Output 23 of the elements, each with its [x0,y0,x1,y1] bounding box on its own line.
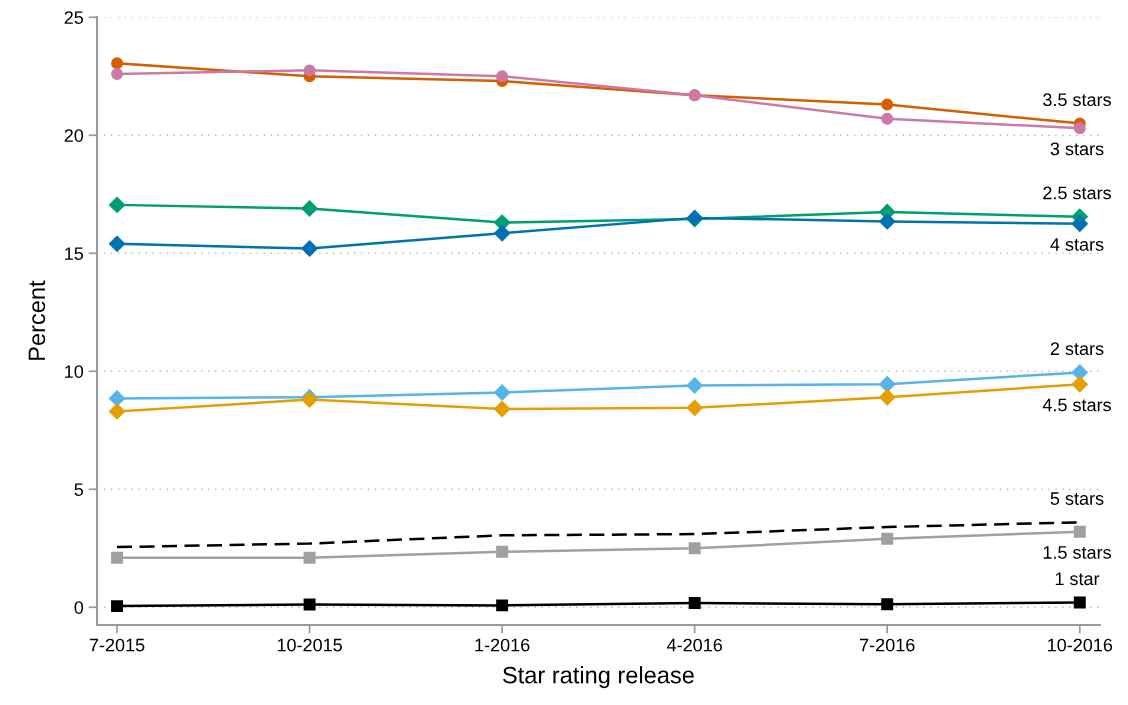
y-tick-label: 5 [74,483,84,496]
series-label: 2 stars [1050,342,1104,356]
x-tick-label: 10-2016 [1048,638,1113,652]
series-label: 3 stars [1050,142,1104,156]
x-tick-label: 10-2015 [277,638,342,652]
x-tick-label: 7-2016 [860,638,915,652]
series-label: 4.5 stars [1042,398,1111,412]
y-tick-label: 25 [64,11,84,24]
y-tick-label: 15 [65,247,84,260]
series-label: 4 stars [1050,238,1104,251]
x-axis-title: Star rating release [503,666,694,689]
x-tick-label: 4-2016 [666,638,722,652]
series-label: 5 stars [1050,492,1104,505]
series-label: 1.5 stars [1043,546,1111,559]
series-label: 2.5 stars [1043,186,1111,200]
series-label: 1 star [1055,572,1100,586]
x-tick-label: 1-2016 [475,638,530,652]
x-tick-label: 7-2015 [89,638,145,652]
y-tick-label: 20 [64,129,84,142]
y-tick-label: 10 [65,365,84,378]
series-label: 3.5 stars [1043,93,1111,107]
y-axis-title: Percent [28,280,46,360]
y-tick-label: 0 [74,601,84,614]
